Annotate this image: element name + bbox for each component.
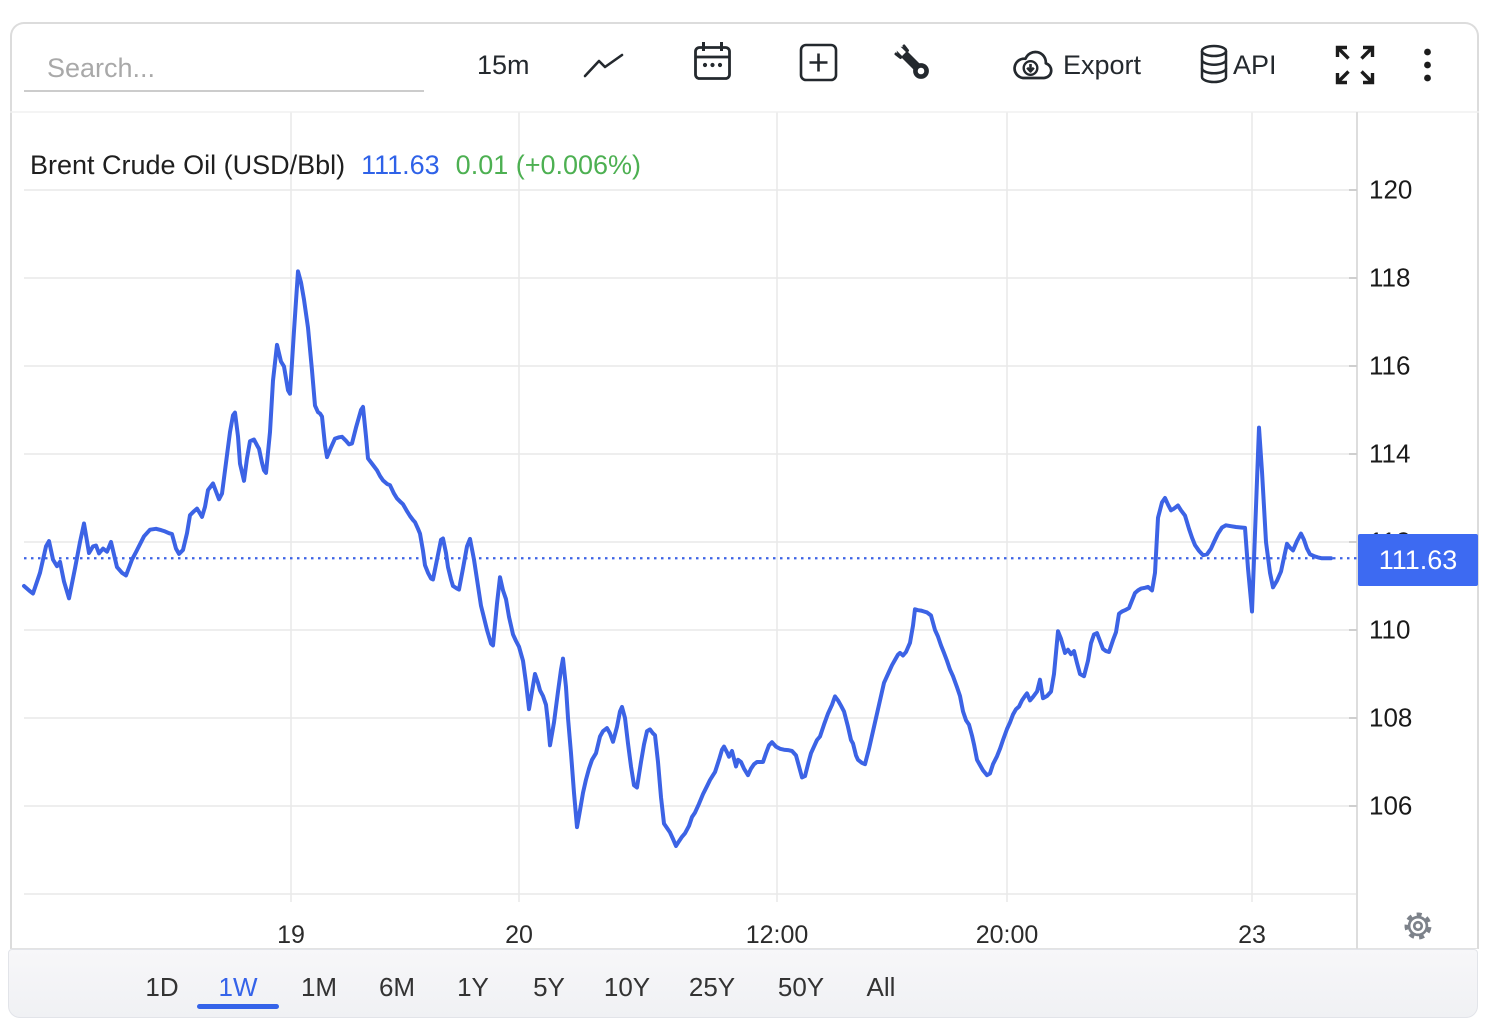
y-axis-label: 106 bbox=[1369, 790, 1413, 821]
range-button-all[interactable]: All bbox=[866, 972, 896, 1002]
more-menu-kebab-icon[interactable] bbox=[1421, 46, 1434, 85]
y-axis-label: 110 bbox=[1369, 614, 1411, 645]
search-box bbox=[24, 46, 424, 92]
chart-type-icon[interactable] bbox=[583, 53, 624, 80]
price-line[interactable] bbox=[22, 269, 1333, 848]
y-axis-label: 118 bbox=[1369, 262, 1411, 293]
x-axis-label: 20:00 bbox=[975, 921, 1039, 949]
add-indicator-icon[interactable] bbox=[799, 43, 838, 82]
fullscreen-icon[interactable] bbox=[1333, 43, 1377, 87]
range-button-1w[interactable]: 1W bbox=[218, 972, 258, 1002]
calendar-icon[interactable] bbox=[692, 40, 733, 83]
range-button-10y[interactable]: 10Y bbox=[603, 972, 651, 1002]
symbol-price: 111.63 bbox=[361, 150, 440, 180]
y-axis-label: 114 bbox=[1369, 438, 1411, 469]
y-axis-label: 120 bbox=[1369, 174, 1413, 205]
search-input[interactable] bbox=[24, 46, 424, 90]
x-axis-label: 19 bbox=[277, 921, 305, 949]
range-button-25y[interactable]: 25Y bbox=[688, 972, 736, 1002]
last-price-tag: 111.63 bbox=[1358, 534, 1478, 587]
active-range-underline bbox=[197, 1004, 279, 1009]
api-button[interactable]: API bbox=[1233, 50, 1277, 80]
range-button-5y[interactable]: 5Y bbox=[533, 972, 565, 1002]
chart-card bbox=[10, 22, 1479, 949]
range-button-1y[interactable]: 1Y bbox=[457, 972, 489, 1002]
x-axis-label: 20 bbox=[505, 921, 533, 949]
symbol-change: 0.01 (+0.006%) bbox=[455, 150, 642, 180]
interval-dropdown[interactable]: 15m bbox=[477, 50, 530, 80]
export-cloud-icon[interactable] bbox=[1011, 47, 1058, 83]
range-button-1d[interactable]: 1D bbox=[145, 972, 179, 1002]
range-button-6m[interactable]: 6M bbox=[378, 972, 416, 1002]
chart-title: Brent Crude Oil (USD/Bbl) 111.63 0.01 (+0.… bbox=[30, 150, 641, 181]
range-button-50y[interactable]: 50Y bbox=[777, 972, 825, 1002]
y-axis-label: 116 bbox=[1369, 350, 1411, 381]
range-button-1m[interactable]: 1M bbox=[300, 972, 338, 1002]
symbol-name: Brent Crude Oil (USD/Bbl) bbox=[30, 150, 346, 180]
x-axis-label: 12:00 bbox=[745, 921, 809, 949]
settings-wrench-icon[interactable] bbox=[893, 43, 931, 81]
axis-settings-gear-icon[interactable] bbox=[1402, 910, 1434, 947]
api-database-icon[interactable] bbox=[1199, 44, 1229, 84]
y-axis-label: 108 bbox=[1369, 702, 1413, 733]
x-axis-label: 23 bbox=[1238, 921, 1266, 949]
export-button[interactable]: Export bbox=[1063, 50, 1142, 80]
